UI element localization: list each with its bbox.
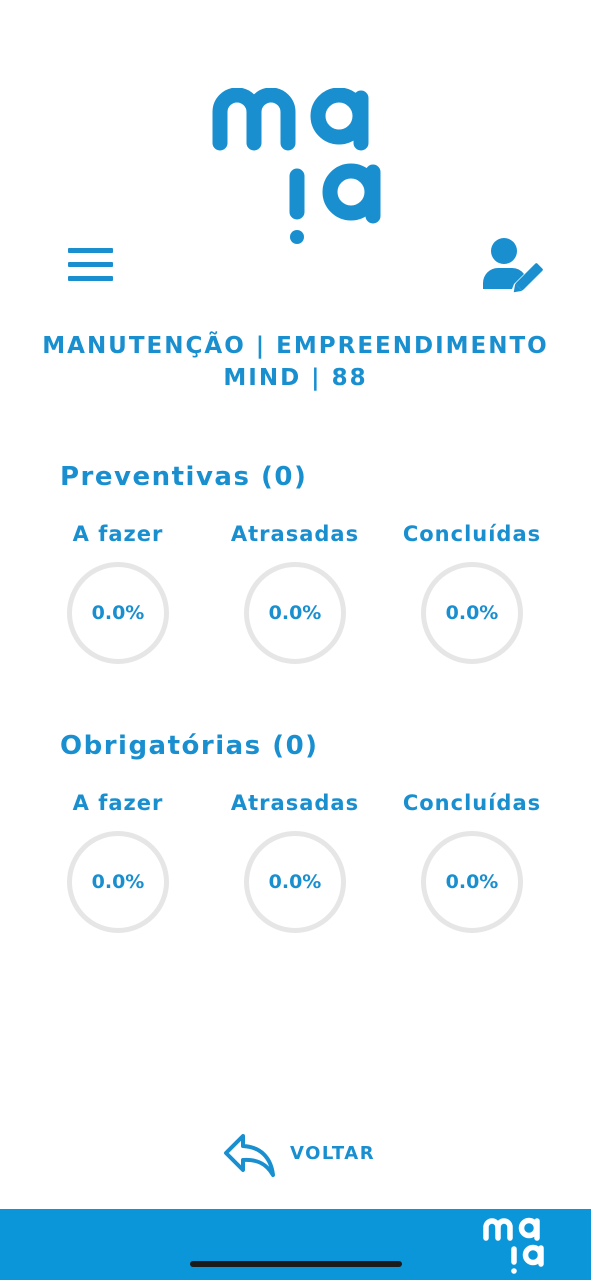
stat-label: A fazer bbox=[72, 791, 164, 815]
obrigatorias-atrasadas-stat[interactable]: Atrasadas 0.0% bbox=[215, 791, 375, 933]
progress-ring: 0.0% bbox=[67, 562, 169, 664]
footer-bar bbox=[0, 1209, 591, 1280]
maia-logo bbox=[212, 88, 381, 244]
maia-logo-small bbox=[483, 1217, 544, 1274]
stat-label: Concluídas bbox=[402, 791, 542, 815]
progress-value: 0.0% bbox=[268, 871, 322, 893]
reply-arrow-icon bbox=[224, 1134, 275, 1177]
back-button[interactable]: VOLTAR bbox=[222, 1130, 382, 1178]
stat-label: Atrasadas bbox=[230, 791, 360, 815]
progress-value: 0.0% bbox=[445, 602, 499, 624]
progress-value: 0.0% bbox=[91, 602, 145, 624]
home-indicator[interactable] bbox=[190, 1261, 402, 1267]
page-title-line1: MANUTENÇÃO | EMPREENDIMENTO bbox=[42, 333, 549, 359]
progress-ring: 0.0% bbox=[421, 562, 523, 664]
obrigatorias-a-fazer-stat[interactable]: A fazer 0.0% bbox=[38, 791, 198, 933]
progress-value: 0.0% bbox=[268, 602, 322, 624]
progress-ring: 0.0% bbox=[421, 831, 523, 933]
hamburger-icon bbox=[68, 248, 113, 253]
back-label: VOLTAR bbox=[290, 1143, 376, 1164]
preventivas-a-fazer-stat[interactable]: A fazer 0.0% bbox=[38, 522, 198, 664]
stat-label: Atrasadas bbox=[230, 522, 360, 546]
page-title-line2: MIND | 88 bbox=[223, 365, 368, 391]
hamburger-icon-line bbox=[68, 262, 113, 267]
user-edit-icon[interactable] bbox=[480, 236, 550, 294]
preventivas-concluidas-stat[interactable]: Concluídas 0.0% bbox=[392, 522, 552, 664]
preventivas-atrasadas-stat[interactable]: Atrasadas 0.0% bbox=[215, 522, 375, 664]
stat-label: A fazer bbox=[72, 522, 164, 546]
progress-value: 0.0% bbox=[91, 871, 145, 893]
progress-ring: 0.0% bbox=[244, 831, 346, 933]
progress-ring: 0.0% bbox=[244, 562, 346, 664]
progress-value: 0.0% bbox=[445, 871, 499, 893]
menu-button[interactable] bbox=[68, 245, 114, 285]
obrigatorias-title: Obrigatórias (0) bbox=[60, 731, 319, 761]
stat-label: Concluídas bbox=[402, 522, 542, 546]
obrigatorias-concluidas-stat[interactable]: Concluídas 0.0% bbox=[392, 791, 552, 933]
hamburger-icon-line bbox=[68, 276, 113, 281]
page-title: MANUTENÇÃO | EMPREENDIMENTO MIND | 88 bbox=[0, 330, 591, 394]
progress-ring: 0.0% bbox=[67, 831, 169, 933]
preventivas-title: Preventivas (0) bbox=[60, 462, 308, 492]
